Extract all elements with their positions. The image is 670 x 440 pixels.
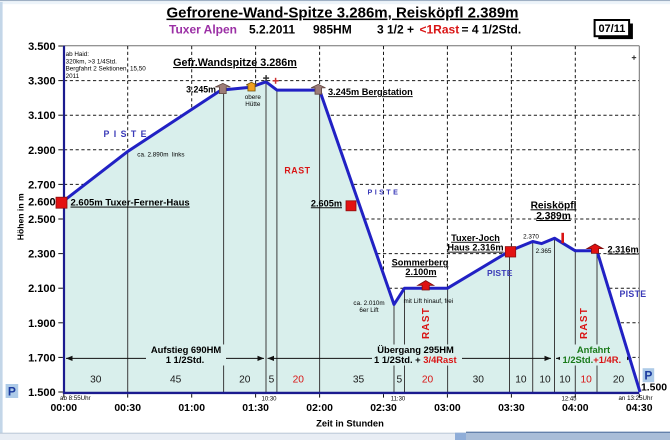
svg-text:Zeit in Stunden: Zeit in Stunden — [316, 418, 384, 429]
svg-text:20: 20 — [293, 375, 305, 386]
svg-text:P: P — [644, 368, 652, 382]
svg-text:35: 35 — [353, 375, 365, 386]
svg-text:3.245m: 3.245m — [186, 84, 216, 94]
svg-text:Gefr.Wandspitze 3.286m: Gefr.Wandspitze 3.286m — [173, 57, 297, 69]
svg-text:Sommerberg: Sommerberg — [392, 257, 449, 267]
svg-text:320km, >3 1/4Std.: 320km, >3 1/4Std. — [66, 58, 118, 65]
svg-text:1.700: 1.700 — [28, 352, 56, 364]
svg-text:10: 10 — [539, 375, 551, 386]
svg-text:3.245m Bergstation: 3.245m Bergstation — [328, 87, 413, 97]
svg-text:03:30: 03:30 — [498, 403, 525, 414]
svg-text:<1Rast: <1Rast — [420, 22, 460, 36]
svg-text:3.300: 3.300 — [28, 76, 56, 88]
svg-text:5.2.2011: 5.2.2011 — [249, 22, 295, 36]
svg-text:12:45: 12:45 — [561, 396, 577, 402]
svg-text:Tuxer-Joch: Tuxer-Joch — [451, 233, 500, 243]
svg-text:10: 10 — [581, 375, 593, 386]
svg-text:2.500: 2.500 — [28, 214, 56, 226]
svg-text:Höhen in m: Höhen in m — [15, 193, 25, 240]
svg-text:RAST: RAST — [421, 307, 432, 339]
svg-text:obere: obere — [245, 94, 262, 101]
svg-text:RAST: RAST — [579, 307, 590, 339]
svg-text:10: 10 — [515, 375, 527, 386]
svg-text:2.100: 2.100 — [28, 283, 56, 295]
svg-text:6er Lift: 6er Lift — [359, 307, 379, 314]
svg-text:02:00: 02:00 — [306, 403, 333, 414]
svg-text:985HM: 985HM — [313, 22, 352, 36]
svg-text:2.389m: 2.389m — [536, 211, 571, 222]
svg-text:Gefrorene-Wand-Spitze 3.286m,: Gefrorene-Wand-Spitze 3.286m, Reisköpfl … — [166, 5, 518, 22]
svg-text:Reisköpfl: Reisköpfl — [531, 200, 577, 211]
svg-text:PISTE: PISTE — [620, 289, 647, 299]
svg-text:3.500: 3.500 — [28, 41, 56, 53]
svg-text:Übergang 295HM: Übergang 295HM — [377, 344, 454, 355]
svg-text:mit Lift hinauf, frei: mit Lift hinauf, frei — [404, 298, 454, 305]
svg-text:20: 20 — [613, 375, 625, 386]
svg-text:01:00: 01:00 — [178, 403, 205, 414]
svg-text:00:30: 00:30 — [114, 403, 141, 414]
svg-text:10: 10 — [559, 375, 571, 386]
svg-text:03:00: 03:00 — [434, 403, 461, 414]
svg-text:2011: 2011 — [66, 73, 80, 80]
svg-text:2.605m: 2.605m — [311, 198, 342, 208]
svg-text:1.500: 1.500 — [641, 383, 667, 394]
svg-text:20: 20 — [422, 375, 434, 386]
svg-text:ca. 2.010m: ca. 2.010m — [353, 300, 384, 307]
svg-text:1 1/2Std. + 3/4Rast: 1 1/2Std. + 3/4Rast — [374, 354, 457, 365]
svg-text:1 1/2Std.: 1 1/2Std. — [166, 354, 205, 365]
svg-text:2.100m: 2.100m — [405, 267, 436, 277]
svg-text:2.316m: 2.316m — [608, 245, 639, 255]
svg-text:Bergfahrt 2 Sektionen 15,50: Bergfahrt 2 Sektionen 15,50 — [66, 66, 147, 73]
svg-text:11:30: 11:30 — [391, 396, 406, 402]
svg-text:02:30: 02:30 — [370, 403, 397, 414]
svg-text:2.700: 2.700 — [28, 179, 56, 191]
svg-text:5: 5 — [269, 375, 275, 386]
svg-text:30: 30 — [473, 375, 485, 386]
svg-text:2.605m Tuxer-Ferner-Haus: 2.605m Tuxer-Ferner-Haus — [71, 198, 190, 209]
svg-text:P: P — [8, 384, 16, 398]
svg-text:2.370: 2.370 — [523, 234, 539, 241]
svg-text:an 13:25Uhr: an 13:25Uhr — [618, 395, 652, 402]
svg-text:3 1/2 +: 3 1/2 + — [377, 22, 414, 36]
svg-text:07/11: 07/11 — [598, 23, 625, 35]
svg-text:04:00: 04:00 — [562, 403, 589, 414]
svg-text:= 4 1/2Std.: = 4 1/2Std. — [462, 22, 522, 36]
svg-text:30: 30 — [90, 375, 102, 386]
svg-text:1.900: 1.900 — [28, 318, 56, 330]
svg-text:2.365: 2.365 — [536, 248, 552, 255]
svg-text:ab 8:55Uhr: ab 8:55Uhr — [60, 395, 91, 402]
svg-text:2.600: 2.600 — [28, 197, 56, 209]
svg-text:Hütte: Hütte — [245, 101, 261, 108]
svg-text:2.300: 2.300 — [28, 249, 56, 261]
svg-text:2.900: 2.900 — [28, 145, 56, 157]
svg-text:RAST: RAST — [284, 165, 310, 175]
svg-text:ab Haid:: ab Haid: — [66, 51, 90, 58]
svg-text:01:30: 01:30 — [242, 403, 269, 414]
svg-text:10:30: 10:30 — [261, 396, 277, 402]
svg-text:Haus 2.316m: Haus 2.316m — [447, 243, 503, 253]
svg-text:PISTE: PISTE — [487, 268, 513, 278]
svg-text:1.500: 1.500 — [28, 387, 56, 399]
svg-text:1/2Std.+1/4R.: 1/2Std.+1/4R. — [563, 354, 622, 365]
svg-text:04:30: 04:30 — [626, 403, 653, 414]
svg-text:Anfahrt: Anfahrt — [577, 344, 610, 355]
svg-text:PISTE: PISTE — [104, 129, 151, 139]
svg-text:ca. 2.890m links: ca. 2.890m links — [137, 151, 184, 158]
svg-text:5: 5 — [396, 375, 402, 386]
svg-text:Tuxer Alpen: Tuxer Alpen — [169, 22, 237, 36]
svg-text:Aufstieg 690HM: Aufstieg 690HM — [151, 344, 222, 355]
svg-text:20: 20 — [239, 375, 251, 386]
svg-text:3.100: 3.100 — [28, 110, 56, 122]
svg-text:00:00: 00:00 — [51, 403, 78, 414]
svg-text:PISTE: PISTE — [368, 187, 401, 196]
svg-text:45: 45 — [170, 375, 182, 386]
